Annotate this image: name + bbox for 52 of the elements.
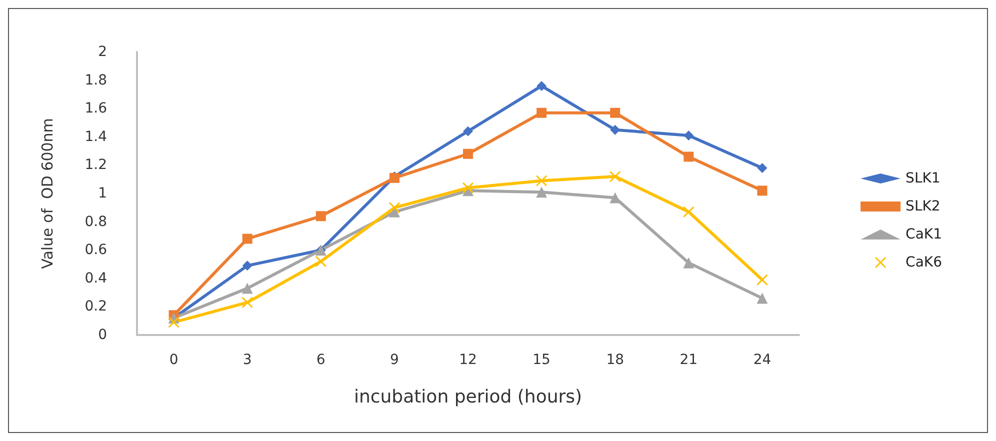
- point: [757, 186, 768, 196]
- point: [388, 202, 400, 214]
- x-tick-label: 24: [753, 352, 772, 368]
- x-tick-label: 12: [459, 352, 477, 368]
- y-tick-label: 1: [98, 186, 107, 202]
- point: [609, 170, 621, 182]
- y-tick-label: 0.4: [84, 270, 108, 286]
- point: [463, 148, 473, 159]
- point: [536, 175, 548, 187]
- legend-label: CaK1: [906, 226, 942, 242]
- y-tick-label: 0: [98, 327, 107, 343]
- legend-label: SLK1: [906, 170, 940, 186]
- y-tick-label: 1.6: [84, 100, 108, 117]
- point: [536, 186, 548, 198]
- point: [684, 130, 694, 140]
- x-tick-label: 9: [390, 352, 399, 368]
- y-tick-label: 0.2: [84, 298, 107, 315]
- x-tick-label: 18: [606, 352, 624, 368]
- y-axis-title: Value of OD 600nm: [38, 118, 56, 269]
- x-tick-label: 3: [242, 352, 252, 368]
- point: [242, 296, 254, 308]
- y-tick-label: 1.8: [84, 72, 107, 88]
- point: [315, 256, 327, 268]
- point: [610, 124, 620, 135]
- x-axis-title: incubation period (hours): [354, 386, 582, 408]
- point: [756, 292, 768, 304]
- x-tick-label: 0: [169, 352, 178, 368]
- point: [610, 192, 621, 204]
- x-tick-label: 15: [532, 352, 550, 368]
- y-tick-label: 1.4: [84, 128, 108, 145]
- x-tick-label: 6: [316, 352, 326, 368]
- point: [756, 274, 768, 286]
- point: [683, 257, 694, 268]
- y-tick-label: 0.8: [84, 214, 107, 230]
- legend-label: SLK2: [906, 198, 940, 214]
- legend-label: CaK6: [906, 254, 942, 270]
- point: [536, 108, 547, 118]
- x-tick-label: 21: [680, 352, 698, 368]
- point: [242, 282, 253, 294]
- point: [242, 260, 252, 271]
- point: [610, 108, 620, 118]
- y-tick-label: 1.2: [84, 157, 107, 174]
- y-tick-label: 0.6: [84, 242, 108, 258]
- point: [168, 316, 180, 328]
- point: [242, 234, 252, 244]
- point: [684, 152, 694, 162]
- point: [462, 182, 474, 194]
- y-tick-label: 2: [98, 44, 107, 60]
- point: [316, 211, 326, 222]
- point: [757, 163, 768, 174]
- point: [536, 80, 547, 91]
- point: [463, 126, 473, 136]
